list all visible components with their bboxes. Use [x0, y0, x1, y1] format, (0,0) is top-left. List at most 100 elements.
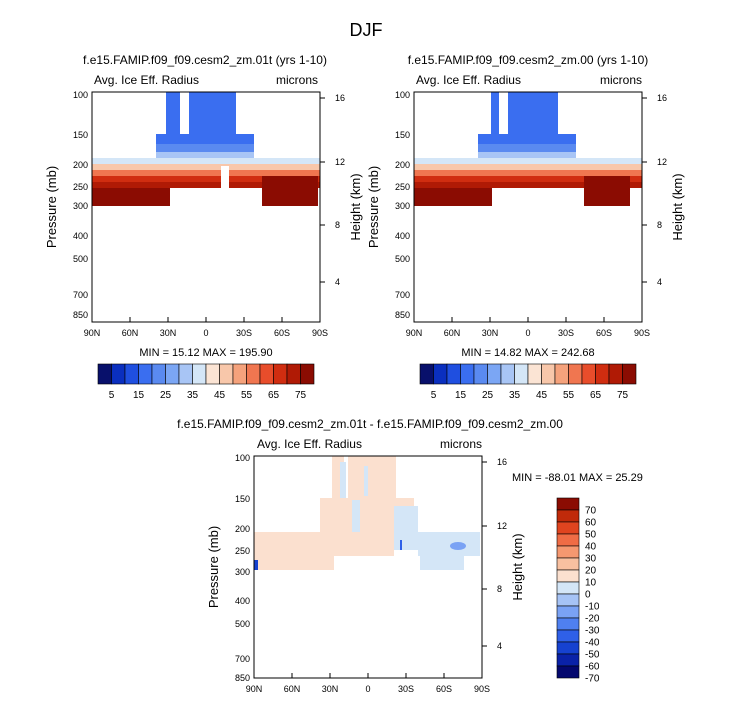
colorbar-label: 65	[590, 390, 602, 401]
colorbar-label: -30	[585, 626, 600, 637]
colorbar-swatch	[473, 363, 488, 385]
colorbar-swatch	[622, 363, 637, 385]
colorbar-label: 55	[241, 390, 253, 401]
y-tick-label: 150	[395, 130, 410, 140]
colorbar-label: 5	[109, 390, 115, 401]
y2-tick-label: 12	[497, 521, 507, 531]
colorbar-swatch	[595, 363, 610, 385]
colorbar-label: 70	[585, 506, 597, 517]
field-layer-3	[414, 158, 642, 164]
field-layer-2	[156, 152, 254, 158]
field-layer-7	[92, 182, 320, 188]
x-tick-label: 90S	[634, 328, 650, 338]
y-tick-label: 400	[235, 596, 250, 606]
y-tick-label: 400	[395, 231, 410, 241]
y-tick-label: 300	[235, 567, 250, 577]
colorbar-swatch	[556, 629, 580, 643]
field-layer-4	[92, 164, 320, 170]
field-layer-1	[156, 144, 254, 152]
colorbar-swatch	[286, 363, 301, 385]
y2-tick-label: 4	[497, 641, 502, 651]
panel-right-units: microns	[600, 73, 642, 87]
colorbar-label: 65	[268, 390, 280, 401]
panel-left: f.e15.FAMIP.f09_f09.cesm2_zm.01t (yrs 1-…	[44, 53, 363, 359]
y-tick-label: 100	[395, 90, 410, 100]
y2-tick-label: 16	[497, 457, 507, 467]
colorbar-swatch	[273, 363, 288, 385]
x-tick-label: 30S	[558, 328, 574, 338]
colorbar-swatch	[97, 363, 112, 385]
y2-axis-label: Height (km)	[348, 173, 363, 240]
colorbar-swatch	[556, 569, 580, 583]
y-tick-label: 200	[395, 160, 410, 170]
colorbar-label: 0	[585, 590, 591, 601]
y-tick-label: 500	[73, 254, 88, 264]
field-layer-6	[414, 176, 642, 182]
panel-stats: MIN = -88.01 MAX = 25.29	[512, 472, 643, 484]
x-tick-label: 60S	[596, 328, 612, 338]
x-tick-label: 30N	[482, 328, 499, 338]
colorbar-label: -20	[585, 614, 600, 625]
field-band-neg	[418, 532, 480, 556]
colorbar-swatch	[556, 533, 580, 547]
colorbar-label: -60	[585, 662, 600, 673]
colorbar-swatch	[460, 363, 475, 385]
y-tick-label: 200	[73, 160, 88, 170]
x-tick-label: 30N	[322, 684, 339, 694]
colorbar-swatch	[556, 521, 580, 535]
field-cap-pos	[348, 456, 396, 500]
field-strip-neg	[400, 540, 402, 550]
y-tick-label: 850	[235, 673, 250, 683]
field-layer-3	[92, 158, 320, 164]
panel-stats: MIN = 14.82 MAX = 242.68	[461, 347, 594, 359]
colorbar-label: 20	[585, 566, 597, 577]
x-tick-label: 60N	[444, 328, 461, 338]
colorbar-swatch	[541, 363, 556, 385]
y2-tick-label: 12	[657, 157, 667, 167]
colorbar-swatch	[556, 581, 580, 595]
x-tick-label: 30N	[160, 328, 177, 338]
colorbar-swatch	[446, 363, 461, 385]
colorbar-swatch	[556, 593, 580, 607]
field-cap-neg	[364, 466, 368, 496]
y-tick-label: 250	[395, 182, 410, 192]
field-layer-5	[414, 170, 642, 176]
y2-tick-label: 16	[335, 93, 345, 103]
field-cap-base	[478, 134, 576, 144]
y-tick-label: 100	[73, 90, 88, 100]
colorbar-swatch	[514, 363, 529, 385]
y2-tick-label: 8	[335, 220, 340, 230]
field-layer-2	[478, 152, 576, 158]
field-cap-b	[189, 92, 236, 135]
field-cap-neg	[340, 462, 346, 500]
field-edge-neg	[254, 560, 258, 570]
y-tick-label: 300	[73, 201, 88, 211]
colorbar-left: 5 15 25 35 45 55 65 75	[97, 363, 315, 401]
x-tick-label: 0	[525, 328, 530, 338]
field-low-nh	[414, 188, 492, 206]
colorbar-swatch	[556, 605, 580, 619]
field-band-pos	[334, 532, 394, 556]
colorbar-swatch	[527, 363, 542, 385]
colorbar-label: 40	[585, 542, 597, 553]
colorbar-swatch	[556, 509, 580, 523]
colorbar-swatch	[556, 545, 580, 559]
colorbar-label: 30	[585, 554, 597, 565]
colorbar-label: 45	[214, 390, 226, 401]
field-layer-1	[478, 144, 576, 152]
y-tick-label: 200	[235, 524, 250, 534]
field-band-neg	[420, 556, 464, 570]
y-tick-label: 150	[73, 130, 88, 140]
colorbar-label: -70	[585, 674, 600, 685]
colorbar-swatch	[581, 363, 596, 385]
panel-diff-title: f.e15.FAMIP.f09_f09.cesm2_zm.01t - f.e15…	[177, 417, 563, 431]
y-tick-label: 700	[395, 290, 410, 300]
colorbar-label: 75	[295, 390, 307, 401]
panel-right-plot: 90N 60N 30N 0 30S 60S 90S 100 150 200 25…	[366, 90, 685, 359]
y2-tick-label: 4	[657, 277, 662, 287]
x-tick-label: 60N	[122, 328, 139, 338]
panel-left-plot: 90N 60N 30N 0 30S 60S 90S 100 150 200 25…	[44, 90, 363, 359]
field-layer-5	[92, 170, 320, 176]
y-tick-label: 850	[73, 310, 88, 320]
